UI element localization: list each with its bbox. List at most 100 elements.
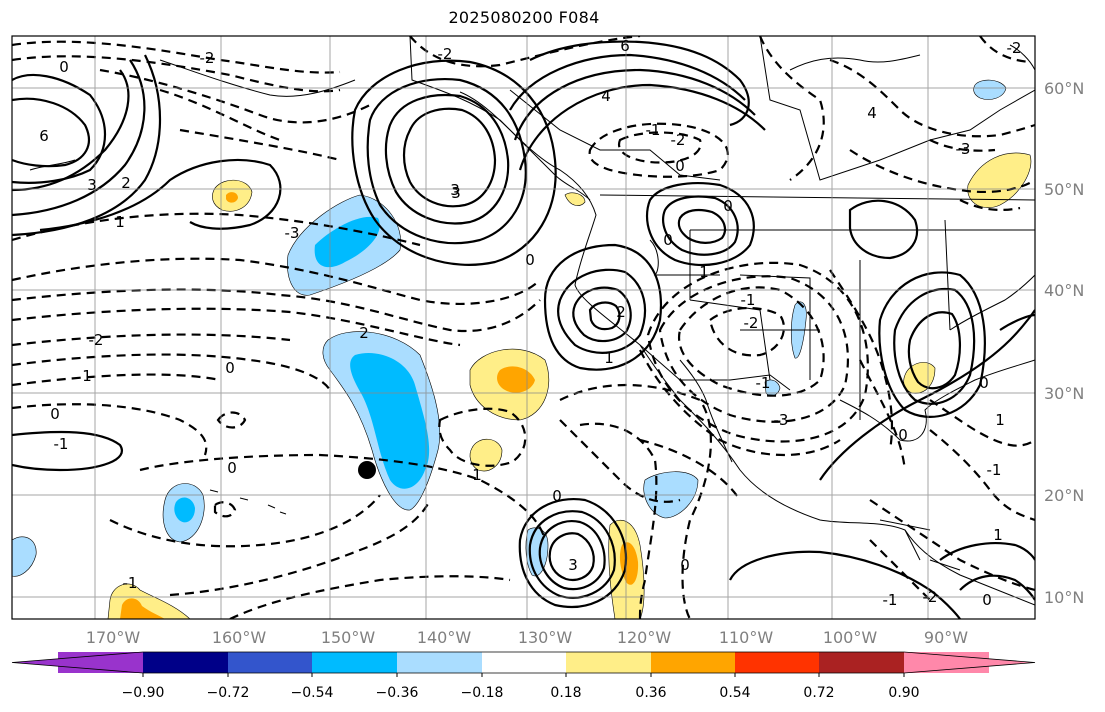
contour-label: 1 [472, 466, 482, 484]
contour-label: 6 [39, 127, 49, 145]
contour-lines [12, 36, 1035, 619]
colorbar-tick-label: 0.18 [550, 685, 581, 701]
contour-label: 0 [50, 405, 60, 423]
contour-label: -1 [646, 121, 661, 139]
colorbar [11, 651, 1036, 674]
contour-label: 0 [663, 231, 673, 249]
contour-label: 4 [867, 104, 877, 122]
contour-label: 3 [568, 556, 578, 574]
contour-label: -1 [54, 435, 69, 453]
contour-label: 2 [616, 303, 626, 321]
map-frame [11, 35, 1036, 620]
colorbar-segment [397, 652, 482, 673]
colorbar-tick-label: −0.90 [122, 685, 165, 701]
colorbar-tick-label: −0.72 [207, 685, 250, 701]
contour-label: 0 [898, 426, 908, 444]
graticule [12, 36, 1035, 619]
lon-tick-label: 110°W [719, 628, 774, 647]
contour-label: 0 [525, 251, 535, 269]
contour-label: -3 [285, 224, 300, 242]
contour-label: 0 [227, 459, 237, 477]
colorbar-tick-label: 0.54 [719, 685, 750, 701]
contour-label: -3 [774, 411, 789, 429]
contour-label: 1 [604, 349, 614, 367]
lat-tick-label: 30°N [1044, 384, 1084, 403]
colorbar-tick-label: −0.36 [376, 685, 419, 701]
blue-core-3 [174, 497, 195, 523]
contour-label: 1 [993, 526, 1003, 544]
colorbar-segment [819, 652, 904, 673]
chart-title: 2025080200 F084 [448, 8, 600, 27]
contour-label: 0 [979, 374, 989, 392]
colorbar-tick-label: −0.54 [291, 685, 334, 701]
blue-region-4 [12, 536, 37, 577]
lon-tick-label: 170°W [86, 628, 141, 647]
colorbar-tick-label: 0.36 [635, 685, 666, 701]
contour-label: 1 [699, 263, 709, 281]
contour-label: 0 [59, 58, 69, 76]
orange-core-1 [497, 366, 535, 393]
lat-tick-label: 20°N [1044, 486, 1084, 505]
contour-label: -2 [1007, 39, 1022, 57]
contour-label: -2 [671, 131, 686, 149]
lat-tick-label: 40°N [1044, 281, 1084, 300]
contour-label: 0 [225, 359, 235, 377]
colorbar-segment [651, 652, 735, 673]
contour-label: 1 [995, 411, 1005, 429]
yellow-region-8 [564, 192, 586, 206]
lon-tick-label: 100°W [823, 628, 878, 647]
contour-label: 2 [359, 324, 369, 342]
colorbar-segment [735, 652, 819, 673]
colorbar-labels: −0.90 −0.72 −0.54 −0.36 −0.18 0.18 0.36 0.54 0.7… [122, 673, 920, 701]
contour-label: -1 [883, 591, 898, 609]
lon-tick-label: 130°W [518, 628, 573, 647]
colorbar-segment [143, 652, 228, 673]
colorbar-segment [482, 652, 566, 673]
contour-label: 1 [82, 367, 92, 385]
contour-label: -1 [987, 461, 1002, 479]
black-dot-marker [358, 461, 376, 479]
contour-label: -2 [89, 331, 104, 349]
colorbar-tick-label: −0.18 [461, 685, 504, 701]
contour-label: 3 [87, 176, 97, 194]
lon-tick-label: 140°W [417, 628, 472, 647]
contour-label: 0 [675, 157, 685, 175]
colorbar-extend-right [904, 652, 1035, 673]
yellow-region-6 [967, 152, 1032, 208]
shaded-fields [12, 79, 1032, 619]
contour-label: -2 [744, 314, 759, 332]
positive-contours [12, 40, 1035, 619]
contour-label: 3 [450, 181, 460, 199]
contour-label: 0 [552, 487, 562, 505]
lat-tick-label: 50°N [1044, 180, 1084, 199]
contour-label: -2 [923, 588, 938, 606]
blue-region-8 [973, 79, 1007, 100]
lat-tick-label: 10°N [1044, 588, 1084, 607]
lon-tick-label: 150°W [321, 628, 376, 647]
contour-label: -1 [756, 374, 771, 392]
colorbar-segment [312, 652, 397, 673]
contour-label: 2 [121, 174, 131, 192]
lon-tick-label: 160°W [212, 628, 267, 647]
colorbar-tick-label: 0.72 [803, 685, 834, 701]
lat-tick-label: 60°N [1044, 79, 1084, 98]
colorbar-segment [228, 652, 312, 673]
contour-label: 0 [982, 591, 992, 609]
blue-core-2 [350, 353, 430, 489]
contour-label: -3 [956, 140, 971, 158]
contour-label: -2 [438, 45, 453, 63]
colorbar-tick-label: 0.90 [888, 685, 919, 701]
contour-label: 3 [451, 184, 461, 202]
blue-core-1 [314, 216, 380, 268]
latitude-ticks: 60°N 50°N 40°N 30°N 20°N 10°N [1044, 79, 1084, 607]
contour-label: 0 [680, 556, 690, 574]
lon-tick-label: 120°W [617, 628, 672, 647]
lon-tick-label: 90°W [924, 628, 968, 647]
contour-label: 0 [723, 197, 733, 215]
orange-core-5 [120, 598, 165, 619]
contour-label: 4 [601, 87, 611, 105]
contour-label: -1 [741, 291, 756, 309]
orange-core-3 [226, 192, 238, 203]
